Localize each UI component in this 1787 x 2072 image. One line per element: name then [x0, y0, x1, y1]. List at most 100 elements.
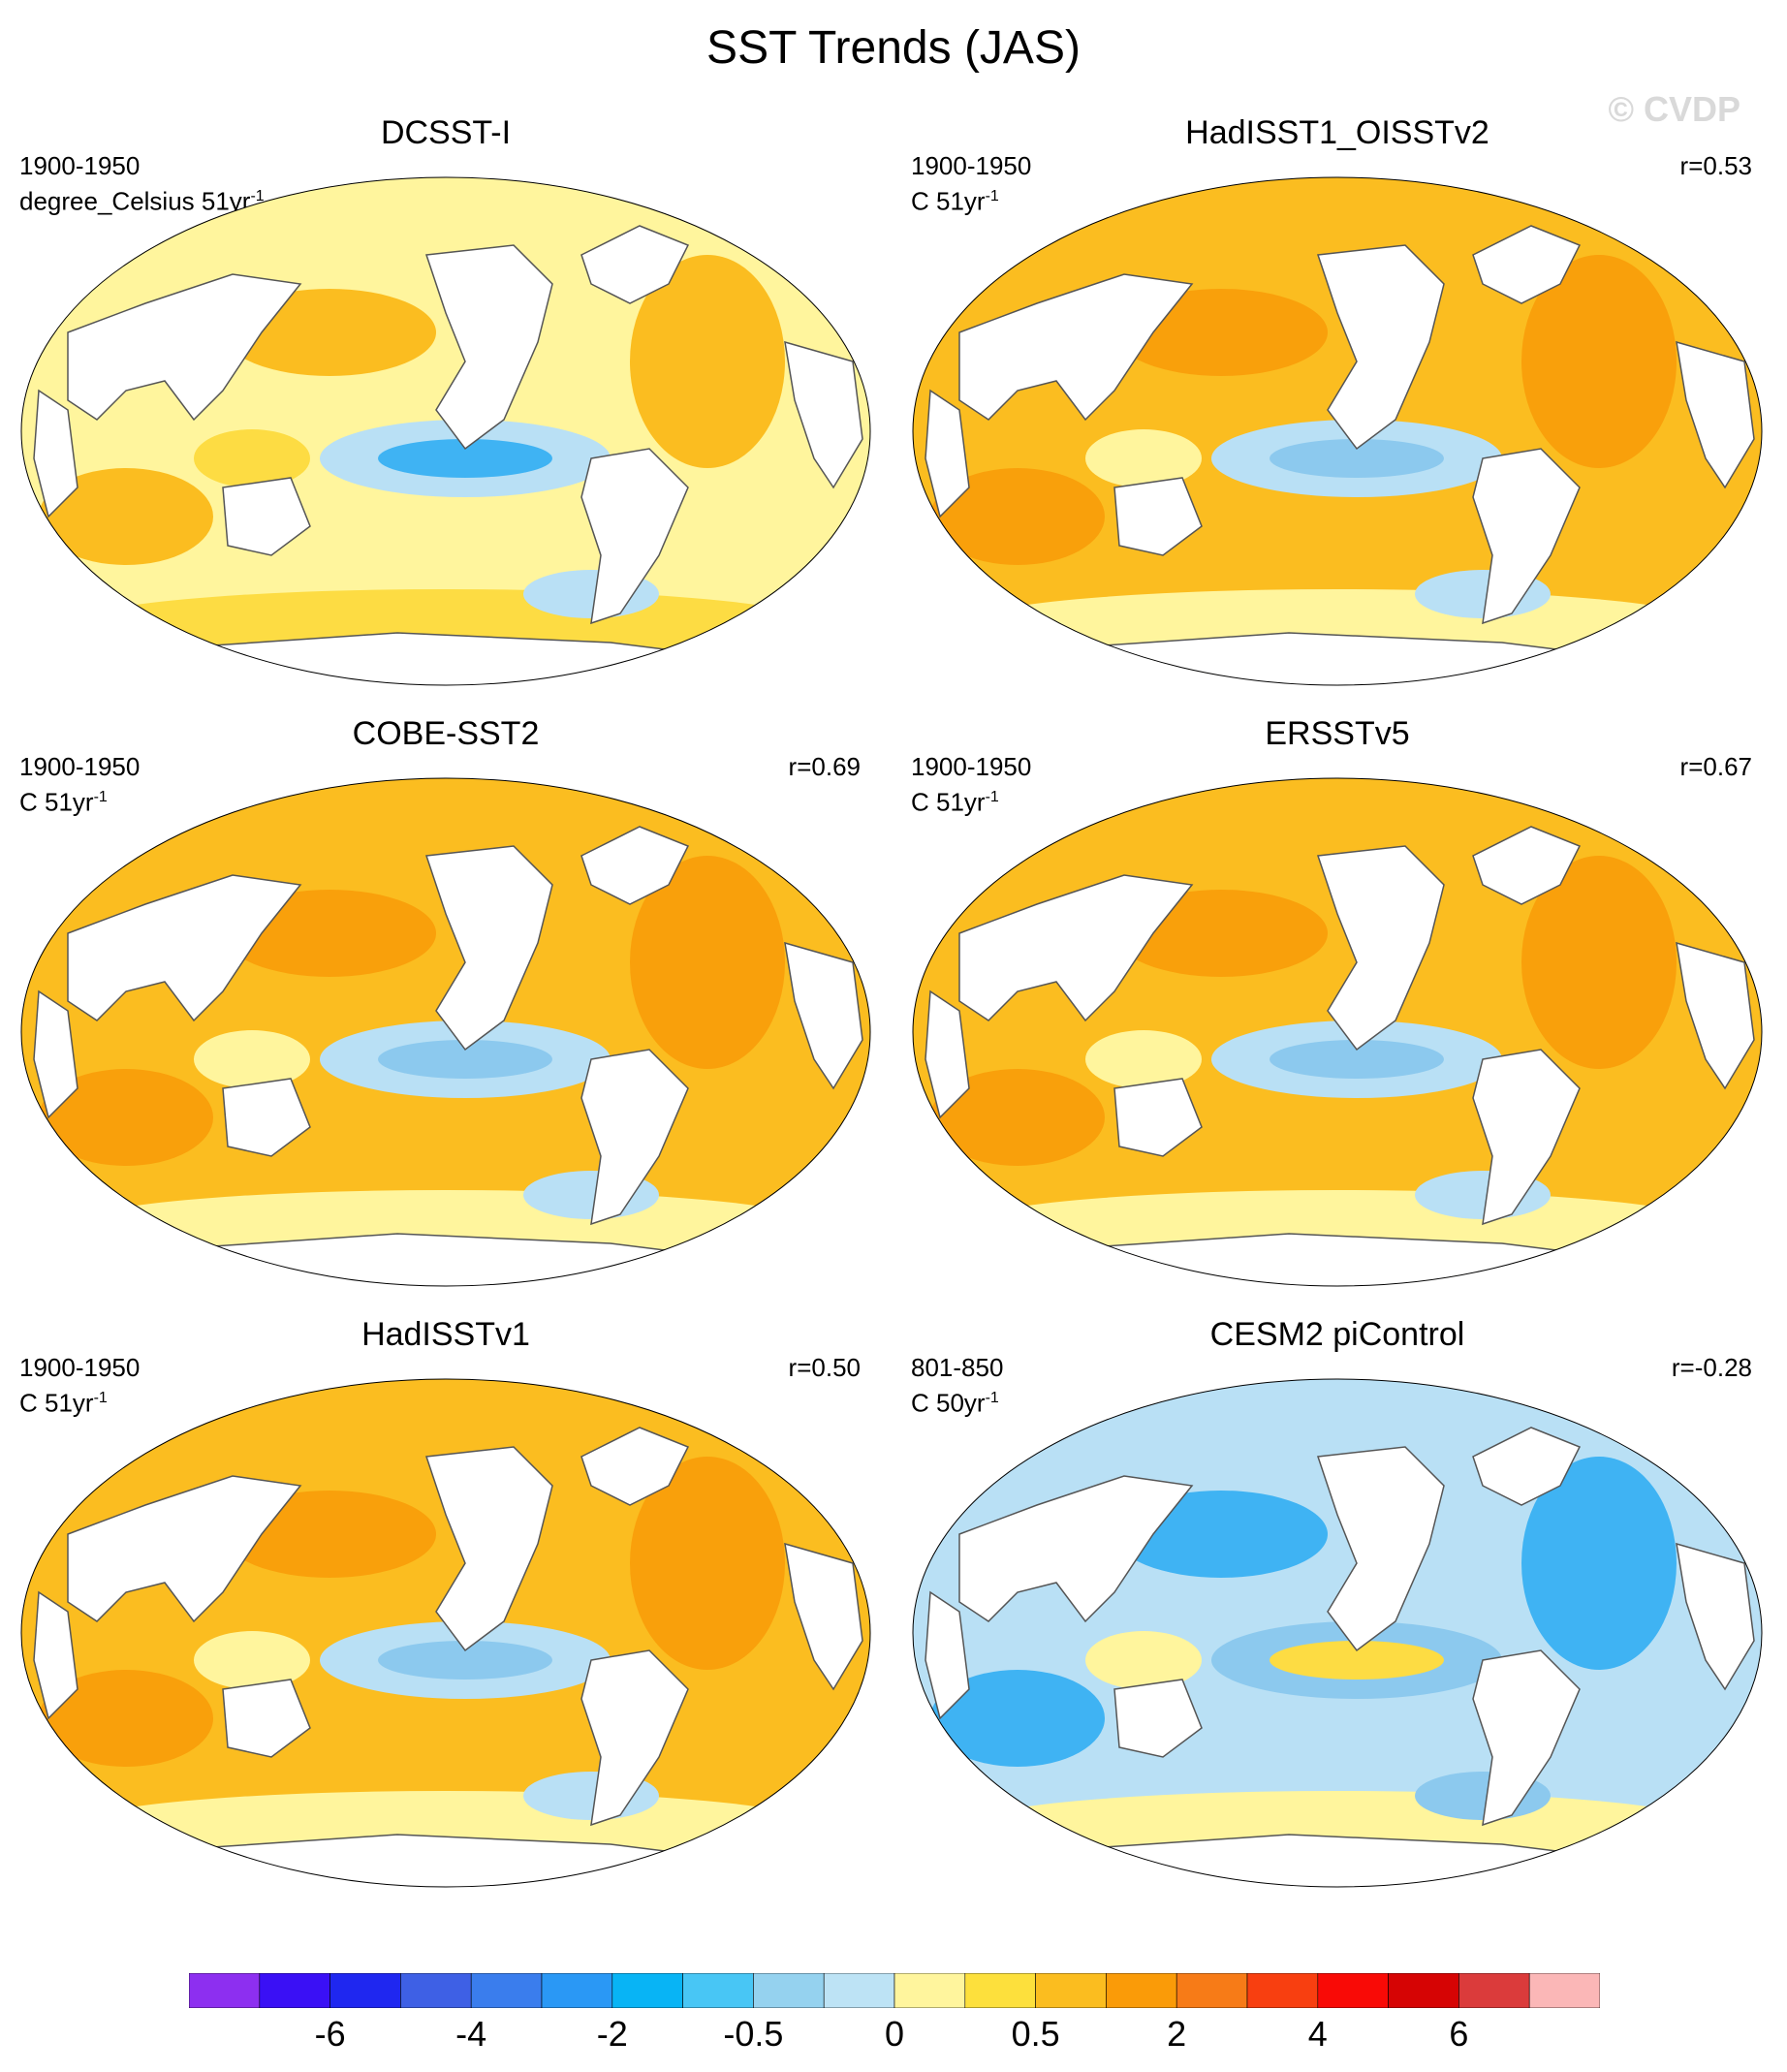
colorbar-bin: [541, 1973, 613, 2008]
continent: [33, 389, 78, 518]
anomaly-region: [630, 856, 785, 1069]
panel-period: 1900-1950: [911, 151, 1032, 180]
panel-period-units: 1900-1950 C 51yr-1: [911, 151, 1031, 217]
anomaly-region: [630, 1457, 785, 1670]
anomaly-region: [378, 1641, 552, 1680]
panel-period-units: 1900-1950 degree_Celsius 51yr-1: [19, 151, 265, 217]
colorbar-bin: [611, 1973, 683, 2008]
continent: [1316, 244, 1445, 451]
anomaly-region: [630, 255, 785, 468]
colorbar-labels: -6 -4 -2 -0.5 0 0.5 2 4 6: [0, 2014, 1787, 2062]
pattern-correlation: r=-0.28: [1671, 1353, 1752, 1382]
continent: [33, 1590, 78, 1720]
pattern-correlation: r=0.53: [1679, 151, 1752, 180]
colorbar-bin: [259, 1973, 330, 2008]
panel-period: 801-850: [911, 1353, 1004, 1382]
units-exponent: -1: [250, 188, 265, 204]
colorbar-bin: [823, 1973, 895, 2008]
world-map: [20, 176, 871, 686]
panel-title: COBE-SST2: [352, 715, 540, 752]
colorbar-tick-label: 0: [884, 2014, 905, 2054]
figure-title: SST Trends (JAS): [706, 22, 1081, 74]
continent: [784, 1542, 863, 1691]
map-outline: [912, 777, 1763, 1287]
anomaly-region: [39, 1069, 213, 1166]
pattern-correlation: r=0.69: [788, 752, 861, 781]
colorbar-tick-label: -6: [314, 2014, 346, 2054]
continent: [580, 826, 690, 905]
continent: [1472, 448, 1581, 625]
panel-title: DCSST-I: [380, 114, 512, 151]
map-outline: [912, 176, 1763, 686]
map-outline: [20, 777, 871, 1287]
continent: [1472, 1649, 1581, 1827]
continent: [784, 941, 863, 1090]
colorbar-bin: [682, 1973, 754, 2008]
anomaly-region: [1085, 429, 1202, 487]
world-map: [20, 1378, 871, 1888]
continent: [580, 1427, 690, 1506]
panel-period: 1900-1950: [19, 151, 141, 180]
anomaly-region: [39, 468, 213, 565]
colorbar-bin: [1246, 1973, 1319, 2008]
panel-units: C 51yr-1: [19, 1383, 140, 1419]
panel-units: C 51yr-1: [19, 782, 140, 818]
continent: [580, 1049, 689, 1226]
colorbar-tick-label: 2: [1167, 2014, 1187, 2054]
continent: [1316, 845, 1445, 1052]
continent: [784, 340, 863, 489]
colorbar-bin: [1317, 1973, 1389, 2008]
units-text: C 51yr: [19, 1388, 94, 1418]
units-text: C 50yr: [911, 1388, 986, 1418]
anomaly-region: [1270, 1040, 1444, 1079]
continent: [1316, 1446, 1445, 1652]
continent: [424, 845, 553, 1052]
world-map: [20, 777, 871, 1287]
continent: [67, 273, 302, 422]
continent: [424, 1446, 553, 1652]
anomaly-region: [1521, 856, 1677, 1069]
panel-period-units: 1900-1950 C 51yr-1: [19, 752, 140, 818]
world-map: [912, 176, 1763, 686]
continent: [925, 389, 970, 518]
units-exponent: -1: [985, 188, 999, 204]
units-text: C 51yr: [911, 787, 986, 817]
colorbar-bin: [753, 1973, 825, 2008]
units-text: C 51yr: [19, 787, 94, 817]
continent: [424, 244, 553, 451]
anomaly-region: [378, 439, 552, 478]
units-text: C 51yr: [911, 186, 986, 216]
panel-units: C 51yr-1: [911, 181, 1031, 217]
anomaly-region: [1085, 1030, 1202, 1088]
panel-units: C 51yr-1: [911, 782, 1031, 818]
colorbar-tick-label: 4: [1307, 2014, 1328, 2054]
world-map: [912, 777, 1763, 1287]
continent: [1113, 477, 1203, 556]
panel-title: ERSSTv5: [1265, 715, 1410, 752]
continent: [580, 1649, 689, 1827]
continent: [1472, 1427, 1582, 1506]
colorbar-tick-label: 0.5: [1011, 2014, 1060, 2054]
world-map: [912, 1378, 1763, 1888]
continent: [925, 1590, 970, 1720]
continent: [1676, 340, 1755, 489]
panel-period-units: 1900-1950 C 51yr-1: [911, 752, 1031, 818]
anomaly-region: [930, 1670, 1105, 1767]
pattern-correlation: r=0.67: [1679, 752, 1752, 781]
map-panel: DCSST-I 1900-1950 degree_Celsius 51yr-1: [10, 114, 882, 696]
continent: [1676, 941, 1755, 1090]
continent: [222, 1679, 311, 1758]
continent: [1113, 1078, 1203, 1157]
units-exponent: -1: [985, 789, 999, 805]
anomaly-region: [194, 1030, 310, 1088]
colorbar-bin: [964, 1973, 1036, 2008]
continent: [1472, 225, 1582, 304]
panel-period-units: 1900-1950 C 51yr-1: [19, 1353, 140, 1419]
anomaly-region: [1521, 255, 1677, 468]
panel-units: degree_Celsius 51yr-1: [19, 181, 265, 217]
continent: [958, 273, 1194, 422]
colorbar-bin: [1528, 1973, 1600, 2008]
units-exponent: -1: [93, 1390, 108, 1406]
panel-period-units: 801-850 C 50yr-1: [911, 1353, 1003, 1419]
continent: [33, 989, 78, 1119]
